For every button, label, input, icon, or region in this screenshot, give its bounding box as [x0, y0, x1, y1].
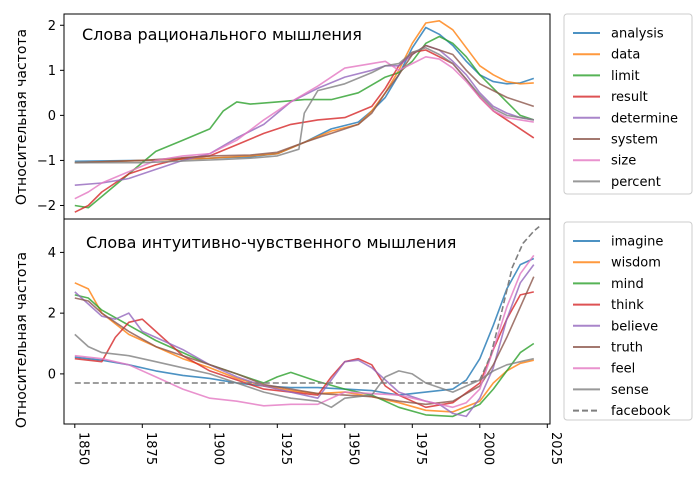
top-legend-box [563, 13, 693, 195]
legend-label-facebook: facebook [611, 404, 671, 419]
bottom-plot-area [63, 218, 551, 425]
bottom-y-axis-label: Относительная частота [14, 252, 30, 428]
series-line-facebook [74, 225, 540, 384]
series-line-mind [74, 294, 535, 418]
series-line-percent [74, 46, 534, 164]
legend-label-truth: truth [611, 341, 643, 356]
bottom-legend-box [563, 221, 693, 421]
bottom-y-tick-label: 4 [48, 246, 56, 261]
legend-label-believe: believe [611, 319, 658, 334]
x-tick-label: 1850 [75, 432, 90, 465]
top-y-tick-label: 1 [48, 64, 56, 79]
bottom-series-lines [74, 225, 540, 418]
series-line-system [74, 44, 535, 164]
x-tick-label: 2000 [480, 432, 495, 465]
top-plot-area [63, 13, 551, 220]
bottom-legend: imagine wisdom mind think believe truth feel se… [563, 221, 693, 421]
series-line-size [74, 55, 534, 200]
bottom-y-tick-label: 0 [48, 367, 56, 382]
x-tick-label: 1875 [143, 432, 158, 465]
series-line-wisdom [74, 282, 534, 413]
x-tick-label: 1975 [413, 432, 428, 465]
legend-label-feel: feel [611, 362, 635, 377]
top-y-axis: −2 −1 0 1 2 [37, 19, 64, 214]
legend-label-wisdom: wisdom [611, 256, 661, 271]
legend-label-analysis: analysis [611, 27, 664, 42]
bottom-panel-title: Слова интуитивно-чувственного мышления [86, 233, 456, 252]
x-axis: 1850 1875 1900 1925 1950 1975 2000 2025 [74, 424, 563, 465]
x-tick-label: 1925 [278, 432, 293, 465]
legend-label-limit: limit [611, 69, 640, 84]
legend-label-mind: mind [611, 277, 644, 292]
top-y-tick-label: −2 [37, 199, 56, 214]
top-y-axis-label: Относительная частота [14, 29, 30, 205]
bottom-y-axis: 0 2 4 [48, 246, 64, 382]
legend-label-imagine: imagine [611, 235, 663, 250]
legend-label-percent: percent [611, 175, 661, 190]
legend-label-size: size [611, 154, 636, 169]
series-line-believe [74, 264, 535, 418]
legend-label-system: system [611, 133, 658, 148]
top-y-tick-label: 0 [48, 109, 56, 124]
series-line-think [74, 291, 534, 409]
top-y-tick-label: −1 [37, 154, 56, 169]
series-line-sense [74, 333, 534, 409]
legend-label-determine: determine [611, 111, 678, 126]
legend-label-sense: sense [611, 383, 649, 398]
legend-label-data: data [611, 48, 640, 63]
legend-label-think: think [611, 298, 644, 313]
x-tick-label: 1900 [210, 432, 225, 465]
bottom-y-tick-label: 2 [48, 307, 56, 322]
legend-label-result: result [611, 90, 648, 105]
series-line-truth [74, 276, 535, 406]
series-line-limit [74, 35, 535, 209]
series-line-imagine [74, 257, 535, 396]
top-panel-title: Слова рационального мышления [82, 25, 362, 44]
top-legend: analysis data limit result determine system si… [563, 13, 693, 195]
top-y-tick-label: 2 [48, 19, 56, 34]
x-tick-label: 1950 [345, 432, 360, 465]
top-series-lines [74, 19, 535, 213]
x-tick-label: 2025 [548, 432, 563, 465]
